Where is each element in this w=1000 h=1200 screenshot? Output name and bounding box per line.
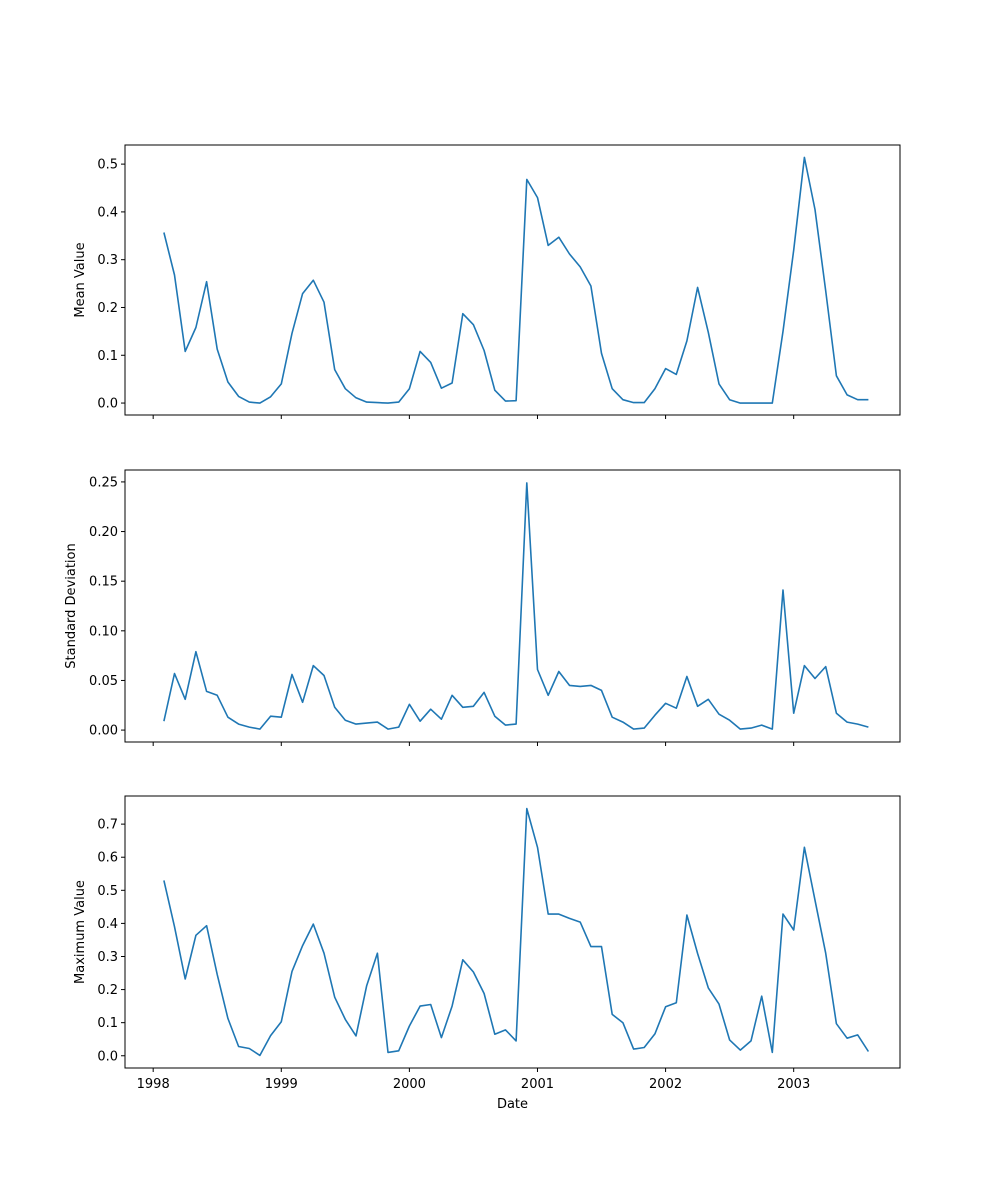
y-tick-label: 0.2: [97, 983, 118, 998]
y-tick-label: 0.5: [97, 158, 118, 173]
y-tick-label: 0.3: [97, 253, 118, 268]
x-tick-label: 2001: [521, 1077, 554, 1092]
maximum-value-panel: 0.0 0.1 0.2 0.3 0.4 0.5 0.6 0.7 1998 1999 2000 200…: [73, 795, 901, 1092]
mean-value-panel: 0.0 0.1 0.2 0.3 0.4 0.5 Mean Value: [73, 144, 901, 419]
y-tick-label: 0.0: [97, 1049, 118, 1064]
x-tick-label: 1998: [137, 1077, 170, 1092]
maximum-value-line: [163, 807, 870, 1057]
y-tick-label: 0.1: [97, 349, 118, 364]
y-tick-label: 0.4: [97, 205, 118, 220]
y-tick-label: 0.2: [97, 301, 118, 316]
mean-value-x-ticks: [152, 415, 795, 419]
mean-value-line: [163, 156, 869, 404]
standard-deviation-x-ticks: [152, 742, 795, 746]
y-tick-label: 0.05: [89, 674, 118, 689]
standard-deviation-axes-frame: [124, 469, 901, 743]
x-tick-label: 2002: [649, 1077, 682, 1092]
maximum-value-axes-frame: [124, 795, 901, 1069]
y-tick-label: 0.4: [97, 917, 118, 932]
mean-value-y-ticks: 0.0 0.1 0.2 0.3 0.4 0.5: [97, 158, 125, 412]
maximum-value-y-axis-label: Maximum Value: [73, 880, 88, 984]
x-axis-label: Date: [497, 1097, 528, 1112]
y-tick-label: 0.7: [97, 818, 118, 833]
mean-value-y-axis-label: Mean Value: [73, 242, 88, 317]
y-tick-label: 0.20: [89, 525, 118, 540]
maximum-value-y-ticks: 0.0 0.1 0.2 0.3 0.4 0.5 0.6 0.7: [97, 818, 125, 1064]
maximum-value-x-ticks: 1998 1999 2000 2001 2002 2003: [137, 1068, 810, 1092]
standard-deviation-panel: 0.00 0.05 0.10 0.15 0.20 0.25 Standard Deviat…: [64, 469, 901, 746]
y-tick-label: 0.3: [97, 950, 118, 965]
x-tick-label: 2003: [777, 1077, 810, 1092]
x-tick-label: 2000: [393, 1077, 426, 1092]
y-tick-label: 0.00: [89, 724, 118, 739]
standard-deviation-y-ticks: 0.00 0.05 0.10 0.15 0.20 0.25: [89, 475, 125, 739]
y-tick-label: 0.0: [97, 397, 118, 412]
y-tick-label: 0.6: [97, 851, 118, 866]
x-tick-label: 1999: [265, 1077, 298, 1092]
y-tick-label: 0.1: [97, 1016, 118, 1031]
y-tick-label: 0.10: [89, 624, 118, 639]
y-tick-label: 0.5: [97, 884, 118, 899]
mean-value-axes-frame: [124, 144, 901, 416]
y-tick-label: 0.25: [89, 475, 118, 490]
standard-deviation-line: [163, 482, 869, 730]
standard-deviation-y-axis-label: Standard Deviation: [64, 543, 79, 668]
y-tick-label: 0.15: [89, 575, 118, 590]
